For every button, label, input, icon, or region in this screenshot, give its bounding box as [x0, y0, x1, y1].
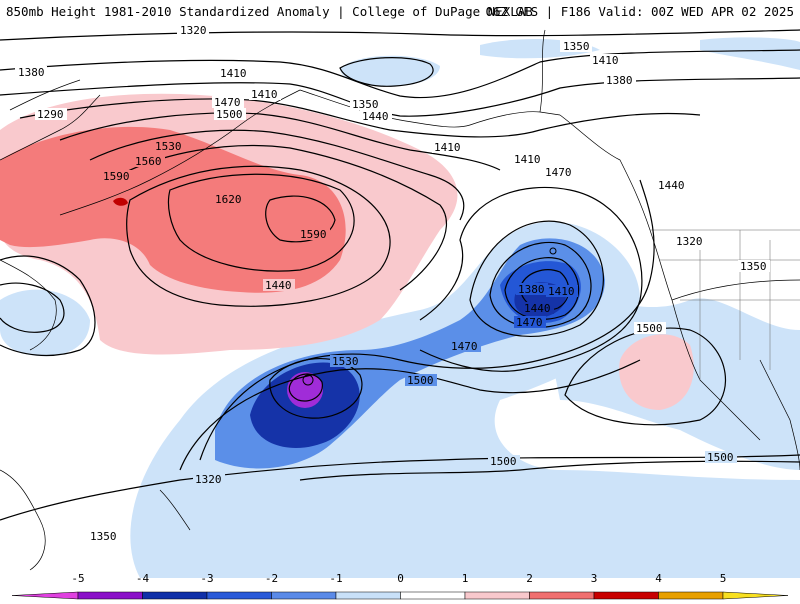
contour-label: 1470	[451, 340, 478, 353]
contour-label: 1350	[352, 98, 379, 111]
political-borders	[650, 229, 800, 380]
contour-label: 1440	[658, 179, 685, 192]
contour-label: 1410	[220, 67, 247, 80]
contour-label: 1560	[135, 155, 162, 168]
contour-label: 1350	[90, 530, 117, 543]
colorbar-tick-label: -5	[71, 572, 85, 585]
contour-label: 1440	[362, 110, 389, 123]
colorbar-tick-label: 5	[719, 572, 727, 585]
contour-label: 1410	[251, 88, 278, 101]
colorbar-segment	[77, 591, 143, 600]
contour-label: 1500	[707, 451, 734, 464]
contour-label: 1500	[636, 322, 663, 335]
colorbar-segment	[335, 591, 401, 600]
colorbar-tick-label: 3	[590, 572, 598, 585]
contour-label: 1530	[155, 140, 182, 153]
colorbar-tick-label: -3	[200, 572, 214, 585]
low-center-marker	[302, 374, 314, 386]
colorbar-segment	[206, 591, 272, 600]
map-canvas: 1320 1350 1380 1410 1290 1350 1440 1470 …	[0, 22, 800, 578]
colorbar-segment	[722, 591, 789, 600]
contour-label: 1500	[407, 374, 434, 387]
coastlines	[0, 29, 800, 571]
contour-label: 1470	[545, 166, 572, 179]
colorbar-segment	[142, 591, 208, 600]
positive-anomaly-strong-field	[113, 197, 128, 206]
contour-label: 1530	[332, 355, 359, 368]
contour-label: 1440	[524, 302, 551, 315]
contour-label: 1380	[606, 74, 633, 87]
colorbar-segment	[464, 591, 530, 600]
contour-label: 1410	[514, 153, 541, 166]
contour-label: 1470	[516, 316, 543, 329]
contour-label: 1380	[18, 66, 45, 79]
colorbar-segment	[400, 591, 466, 600]
contour-label: 1350	[740, 260, 767, 273]
contour-label: 1290	[37, 108, 64, 121]
colorbar-tick-label: -1	[329, 572, 343, 585]
colorbar-tick-label: -2	[264, 572, 279, 585]
contour-label: 1410	[548, 285, 575, 298]
contour-label: 1470	[214, 96, 241, 109]
colorbar-segment	[271, 591, 337, 600]
contour-label: 1320	[180, 24, 207, 37]
colorbar-tick-label: 1	[461, 572, 469, 585]
colorbar-segment	[11, 591, 79, 600]
colorbar-tick-label: -4	[135, 572, 150, 585]
anomaly-map: 1320 1350 1380 1410 1290 1350 1440 1470 …	[0, 22, 800, 578]
colorbar-tick-label: 0	[397, 572, 404, 585]
positive-anomaly-medium-field	[0, 126, 346, 293]
contour-label: 1590	[300, 228, 327, 241]
contour-label: 1410	[434, 141, 461, 154]
map-title: 850mb Height 1981-2010 Standardized Anom…	[6, 4, 533, 19]
map-header: 850mb Height 1981-2010 Standardized Anom…	[0, 0, 800, 22]
contour-labels: 1320 1350 1380 1410 1290 1350 1440 1470 …	[15, 24, 770, 543]
contour-label: 1500	[490, 455, 517, 468]
colorbar-tick-label: 2	[526, 572, 533, 585]
contour-label: 1350	[563, 40, 590, 53]
colorbar-segments	[11, 591, 789, 600]
contour-label: 1440	[265, 279, 292, 292]
contour-label: 1410	[592, 54, 619, 67]
low-center-marker	[549, 247, 557, 255]
contour-label: 1320	[195, 473, 222, 486]
contour-label: 1590	[103, 170, 130, 183]
colorbar-segment	[658, 591, 724, 600]
colorbar-svg	[11, 591, 789, 600]
contour-label: 1320	[676, 235, 703, 248]
colorbar-segment	[529, 591, 595, 600]
model-run-info: 06Z GFS | F186 Valid: 00Z WED APR 02 202…	[485, 4, 794, 19]
contour-label: 1500	[216, 108, 243, 121]
colorbar-segment	[593, 591, 659, 600]
colorbar-tick-label: 4	[655, 572, 662, 585]
contour-label: 1620	[215, 193, 242, 206]
colorbar: -5 -4 -3 -2 -1 0 1 2 3 4 5	[0, 572, 800, 600]
contour-label: 1380	[518, 283, 545, 296]
